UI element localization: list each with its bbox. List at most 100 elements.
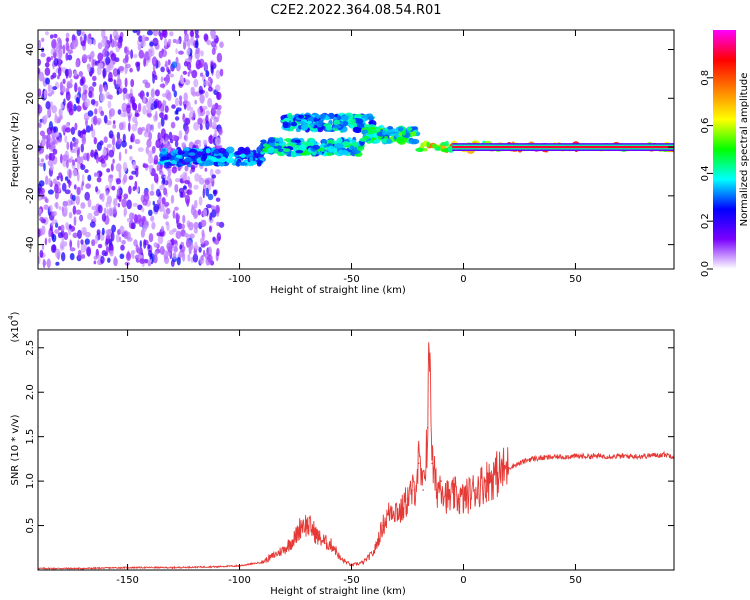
spectrogram-cell bbox=[373, 139, 381, 143]
spectrogram-cell bbox=[146, 101, 152, 109]
spectrogram-cell bbox=[208, 86, 213, 92]
snr-point bbox=[518, 462, 521, 465]
spectrogram-cell bbox=[154, 89, 160, 97]
spectrogram-cell bbox=[118, 151, 122, 162]
spectrogram-cell bbox=[205, 115, 209, 124]
spectrogram-cell bbox=[171, 238, 175, 246]
spectrogram-cell bbox=[147, 150, 153, 157]
spectrogram-cell bbox=[190, 164, 196, 170]
spectrogram-cell bbox=[103, 136, 108, 144]
spectrogram-cell bbox=[119, 225, 125, 235]
snr-point bbox=[310, 529, 313, 531]
spectrogram-cell bbox=[40, 52, 46, 58]
spectrogram-cell bbox=[211, 209, 217, 218]
spectrogram-cell bbox=[66, 141, 70, 150]
spectrogram-cell bbox=[108, 130, 114, 139]
spectrogram-cell bbox=[202, 208, 208, 217]
spectrogram-cell bbox=[39, 216, 45, 222]
spectrogram-cell bbox=[382, 130, 387, 136]
spectrogram-cell bbox=[149, 41, 154, 47]
snr-point bbox=[373, 551, 375, 554]
spectrogram-cell bbox=[152, 30, 159, 37]
spectrogram-cell bbox=[183, 92, 188, 102]
x-tick-label: 0 bbox=[460, 575, 466, 586]
spectrogram-cell bbox=[147, 112, 152, 118]
spectrogram-cell bbox=[63, 205, 68, 214]
snr-point bbox=[171, 567, 174, 570]
colorbar-tick-label: 0.4 bbox=[700, 165, 711, 181]
spectrogram-cell bbox=[390, 133, 395, 137]
spectrogram-cell bbox=[135, 244, 139, 253]
spectrogram-cell bbox=[58, 108, 63, 118]
spectrogram-y-label: Frequency (Hz) bbox=[10, 112, 21, 188]
spectrogram-cell bbox=[108, 149, 115, 158]
snr-point bbox=[339, 558, 342, 561]
spectrogram-cell bbox=[174, 110, 178, 115]
spectrogram-cell bbox=[52, 86, 57, 91]
spectrogram-cell bbox=[94, 234, 99, 245]
spectrogram-cell bbox=[69, 141, 73, 151]
spectrogram-cell bbox=[93, 260, 97, 265]
spectrogram-cell bbox=[82, 94, 86, 100]
spectrogram-cell bbox=[67, 54, 73, 61]
spectrogram-cell bbox=[162, 177, 166, 185]
spectrogram-cell bbox=[105, 56, 111, 66]
spectrogram-cell bbox=[178, 130, 183, 140]
spectrogram-cell bbox=[149, 253, 153, 260]
spectrogram-cell bbox=[46, 127, 53, 135]
spectrogram-cell bbox=[67, 49, 74, 54]
spectrogram-cell bbox=[205, 159, 214, 166]
spectrogram-cell bbox=[112, 68, 119, 77]
spectrogram-cell bbox=[160, 156, 170, 161]
spectrogram-cell bbox=[172, 228, 177, 233]
spectrogram-cell bbox=[93, 137, 98, 145]
spectrogram-cell bbox=[143, 57, 147, 67]
spectrogram-cell bbox=[99, 140, 104, 146]
spectrogram-cell bbox=[141, 126, 145, 132]
spectrogram-cell bbox=[197, 209, 202, 216]
spectrogram-cell bbox=[120, 112, 126, 118]
spectrogram-cell bbox=[54, 191, 59, 200]
spectrogram-y-ticks: -40 -20 0 20 40 bbox=[25, 43, 674, 253]
spectrogram-cell bbox=[45, 198, 49, 204]
spectrogram-cell bbox=[112, 158, 115, 164]
spectrogram-cell bbox=[316, 126, 324, 133]
spectrogram-cell bbox=[116, 188, 121, 197]
spectrogram-cell bbox=[165, 221, 169, 226]
snr-y-ticks: 0.5 1.0 1.5 2.0 2.5 bbox=[25, 340, 674, 534]
spectrogram-cell bbox=[108, 207, 113, 217]
spectrogram-cell bbox=[76, 186, 81, 196]
spectrogram-cell bbox=[294, 145, 301, 151]
spectrogram-cell bbox=[44, 114, 49, 120]
spectrogram-cell bbox=[174, 140, 179, 148]
spectrogram-cell bbox=[186, 188, 193, 196]
spectrogram-cell bbox=[95, 186, 99, 193]
snr-point bbox=[406, 498, 409, 500]
spectrogram-cell bbox=[137, 147, 144, 153]
spectrogram-cell bbox=[214, 238, 220, 245]
spectrogram-cell bbox=[139, 240, 142, 249]
spectrogram-cell bbox=[211, 47, 216, 56]
spectrogram-cell bbox=[136, 62, 141, 72]
spectrogram-cell bbox=[75, 209, 82, 215]
spectrogram-cell bbox=[67, 100, 73, 111]
spectrogram-cell bbox=[41, 37, 45, 43]
spectrogram-cell bbox=[82, 54, 88, 63]
spectrogram-cell bbox=[128, 185, 132, 195]
multiplier-close: ) bbox=[10, 311, 21, 315]
spectrogram-cell bbox=[325, 116, 330, 120]
snr-point bbox=[399, 511, 402, 514]
spectrogram-cell bbox=[105, 229, 111, 236]
spectrogram-cell bbox=[157, 100, 162, 109]
spectrogram-cell bbox=[202, 249, 206, 257]
spectrogram-cell bbox=[109, 180, 112, 190]
spectrogram-cell bbox=[313, 117, 318, 123]
spectrogram-cell bbox=[109, 108, 115, 117]
spectrogram-cell bbox=[357, 146, 365, 152]
colorbar-label: Normalized spectral amplitude bbox=[739, 73, 750, 227]
spectrogram-cell bbox=[147, 244, 151, 250]
snr-point bbox=[283, 549, 286, 552]
spectrogram-cell bbox=[197, 117, 203, 125]
spectrogram-cell bbox=[426, 141, 431, 148]
